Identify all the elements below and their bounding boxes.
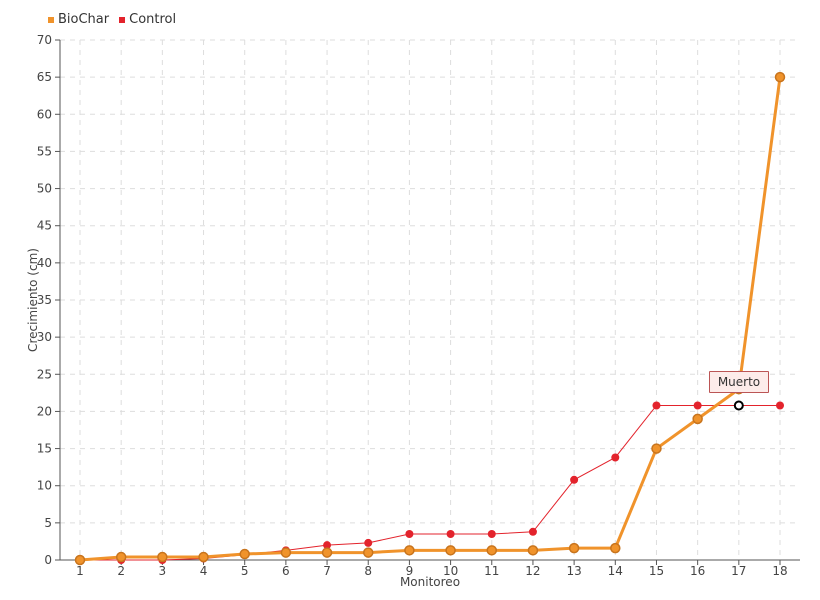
data-point-biochar[interactable]: [568, 542, 580, 554]
data-point-biochar[interactable]: [651, 443, 662, 454]
chart-legend: BioChar Control: [48, 12, 176, 27]
data-point-control[interactable]: [446, 530, 455, 538]
data-point-biochar[interactable]: [321, 547, 333, 558]
y-tick-label: 0: [44, 553, 52, 567]
data-point-biochar[interactable]: [115, 551, 127, 563]
y-tick-label: 5: [44, 516, 52, 530]
y-tick-label: 25: [37, 367, 52, 381]
x-tick-label: 5: [241, 564, 249, 578]
x-tick-label: 3: [159, 564, 167, 578]
data-point-biochar[interactable]: [280, 547, 292, 558]
data-point-biochar[interactable]: [157, 551, 168, 563]
data-point-biochar[interactable]: [527, 545, 539, 556]
legend-label-biochar: BioChar: [58, 12, 110, 27]
data-point-control[interactable]: [611, 453, 620, 462]
data-point-control[interactable]: [405, 530, 414, 538]
data-point-biochar[interactable]: [404, 545, 415, 556]
y-tick-label: 35: [37, 293, 52, 307]
data-point-control[interactable]: [364, 538, 373, 547]
y-tick-label: 15: [37, 442, 52, 456]
annotation-tooltip: Muerto: [708, 371, 770, 394]
x-tick-label: 9: [406, 564, 414, 578]
data-point-biochar[interactable]: [774, 71, 786, 83]
y-tick-label: 70: [37, 33, 52, 47]
y-tick-label: 10: [37, 479, 52, 493]
x-tick-label: 12: [525, 564, 540, 578]
x-tick-label: 8: [364, 564, 372, 578]
y-tick-label: 55: [37, 144, 52, 158]
x-tick-label: 18: [772, 564, 787, 578]
x-tick-label: 14: [608, 564, 623, 578]
data-point-biochar[interactable]: [692, 413, 703, 425]
y-tick-label: 20: [37, 404, 52, 418]
y-tick-label: 30: [37, 330, 52, 344]
data-point-control[interactable]: [693, 401, 702, 410]
x-tick-label: 10: [443, 564, 458, 578]
data-point-biochar[interactable]: [610, 542, 621, 554]
data-point-control[interactable]: [487, 530, 496, 538]
data-point-control[interactable]: [570, 475, 579, 484]
x-tick-label: 17: [731, 564, 746, 578]
data-point-biochar[interactable]: [74, 554, 86, 566]
legend-item-control[interactable]: Control: [119, 12, 176, 27]
series-line-biochar: [79, 76, 782, 562]
y-tick-label: 40: [37, 256, 52, 270]
data-point-control[interactable]: [776, 401, 784, 410]
x-tick-label: 15: [649, 564, 664, 578]
x-tick-label: 4: [200, 564, 208, 578]
legend-swatch-control: [119, 16, 126, 23]
data-point-control[interactable]: [652, 401, 661, 410]
x-tick-label: 2: [117, 564, 125, 578]
x-tick-label: 6: [282, 564, 290, 578]
data-point-biochar[interactable]: [362, 547, 374, 558]
data-point-biochar[interactable]: [445, 545, 456, 556]
x-tick-label: 13: [566, 564, 581, 578]
y-tick-label: 65: [37, 70, 52, 84]
legend-swatch-biochar: [48, 16, 54, 23]
x-tick-label: 16: [690, 564, 705, 578]
legend-label-control: Control: [129, 12, 177, 27]
y-tick-label: 60: [37, 107, 52, 121]
series-line-control: [80, 404, 780, 561]
x-axis-title: Monitoreo: [400, 575, 460, 589]
x-tick-label: 1: [76, 564, 84, 578]
x-tick-label: 11: [484, 564, 499, 578]
x-tick-label: 7: [323, 564, 331, 578]
data-point-biochar[interactable]: [239, 548, 250, 560]
data-point-control[interactable]: [733, 400, 744, 411]
legend-item-biochar[interactable]: BioChar: [48, 12, 109, 27]
data-point-biochar[interactable]: [486, 545, 498, 556]
data-point-control[interactable]: [323, 541, 332, 550]
data-point-biochar[interactable]: [198, 551, 209, 563]
y-tick-label: 50: [37, 182, 52, 196]
y-tick-label: 45: [37, 219, 52, 233]
data-point-control[interactable]: [528, 527, 537, 536]
y-axis-title: Crecimiento (cm): [26, 248, 40, 352]
